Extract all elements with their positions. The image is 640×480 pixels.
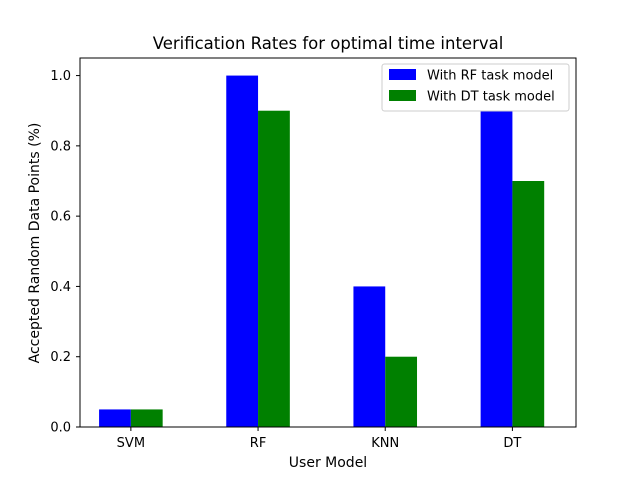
y-tick-label-4: 0.8 — [50, 139, 71, 154]
legend-box — [381, 63, 570, 112]
legend-label-series-2: With DT task model — [427, 90, 555, 105]
bar-rf-series-2 — [258, 110, 290, 428]
bars-layer — [99, 75, 545, 428]
legend: With RF task model With DT task model — [381, 63, 570, 112]
y-tick-label-0: 0.0 — [50, 421, 71, 436]
y-axis-label: Accepted Random Data Points (%) — [27, 123, 43, 364]
y-tick-label-3: 0.6 — [50, 210, 71, 225]
bar-knn-series-2 — [385, 356, 418, 427]
y-tick-label-5: 1.0 — [50, 69, 71, 84]
bar-rf-series-1 — [226, 75, 259, 427]
axes-layer: SVM RF KNN DT 0.0 0.2 0.4 0.6 0.8 1.0 — [50, 57, 577, 451]
y-tick-label-2: 0.4 — [50, 280, 71, 295]
chart-title: Verification Rates for optimal time inte… — [153, 34, 504, 53]
bar-knn-series-1 — [353, 286, 386, 427]
legend-label-series-1: With RF task model — [427, 69, 553, 84]
bar-svm-series-2 — [130, 409, 163, 427]
x-tick-label-knn: KNN — [371, 436, 399, 451]
x-tick-label-rf: RF — [250, 436, 267, 451]
x-axis-label: User Model — [289, 455, 367, 471]
plot-frame — [79, 57, 577, 428]
x-tick-label-dt: DT — [503, 436, 521, 451]
legend-swatch-series-1 — [389, 69, 416, 80]
bar-dt-series-1 — [480, 110, 513, 428]
bar-dt-series-2 — [512, 181, 545, 427]
x-tick-label-svm: SVM — [117, 436, 145, 451]
bar-svm-series-1 — [99, 409, 131, 427]
legend-swatch-series-2 — [389, 90, 416, 101]
y-tick-label-1: 0.2 — [50, 350, 71, 365]
